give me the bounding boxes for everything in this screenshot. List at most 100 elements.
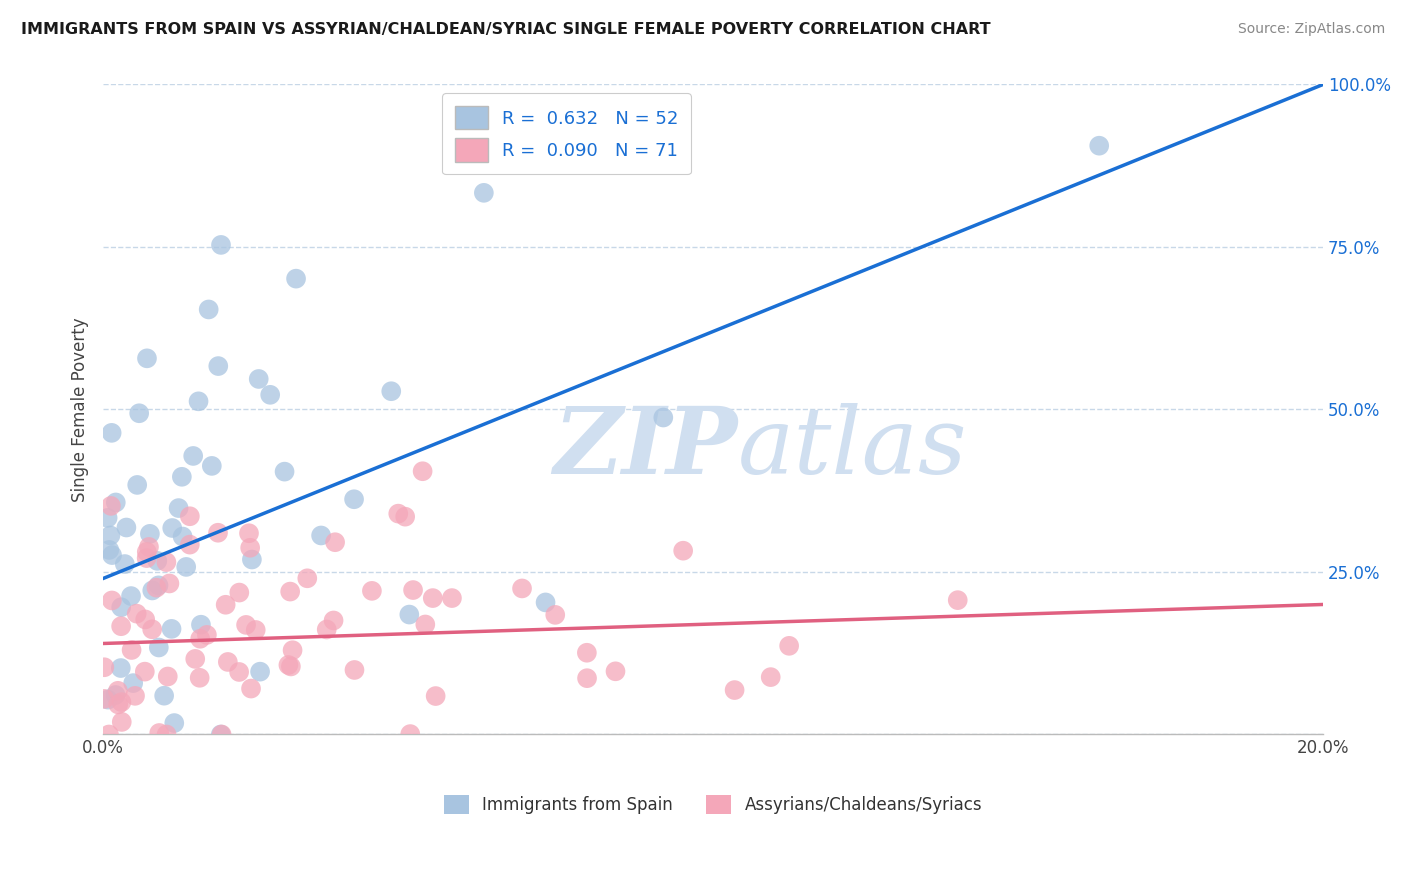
Point [136, 351, 159, 366]
Point [153, 689, 176, 703]
Text: atlas: atlas [738, 403, 967, 493]
Point [155, 727, 177, 741]
Point [148, 578, 170, 592]
Point [238, 526, 260, 541]
Point [247, 372, 270, 386]
Point [425, 689, 447, 703]
Point [322, 614, 344, 628]
Point [544, 607, 567, 622]
Point [172, 529, 194, 543]
Point [100, 425, 122, 440]
Point [207, 525, 229, 540]
Point [652, 410, 675, 425]
Point [195, 628, 218, 642]
Text: ZIP: ZIP [554, 403, 738, 493]
Point [134, 612, 156, 626]
Point [215, 598, 238, 612]
Point [323, 535, 346, 549]
Point [110, 695, 132, 709]
Point [605, 665, 627, 679]
Point [380, 384, 402, 399]
Point [361, 583, 384, 598]
Point [100, 528, 122, 542]
Legend: Immigrants from Spain, Assyrians/Chaldeans/Syriacs: Immigrants from Spain, Assyrians/Chaldea… [437, 789, 988, 821]
Point [472, 186, 495, 200]
Point [281, 643, 304, 657]
Point [110, 619, 132, 633]
Point [575, 646, 598, 660]
Point [235, 618, 257, 632]
Point [155, 555, 177, 569]
Point [145, 581, 167, 595]
Point [98, 727, 121, 741]
Point [188, 632, 211, 646]
Point [101, 593, 124, 607]
Point [259, 388, 281, 402]
Point [156, 669, 179, 683]
Point [107, 683, 129, 698]
Point [228, 665, 250, 679]
Point [576, 671, 599, 685]
Point [184, 652, 207, 666]
Point [672, 543, 695, 558]
Text: Source: ZipAtlas.com: Source: ZipAtlas.com [1237, 22, 1385, 37]
Point [160, 622, 183, 636]
Point [114, 557, 136, 571]
Point [181, 449, 204, 463]
Point [174, 560, 197, 574]
Point [187, 394, 209, 409]
Point [280, 659, 302, 673]
Point [170, 470, 193, 484]
Point [160, 521, 183, 535]
Point [759, 670, 782, 684]
Point [209, 238, 232, 252]
Point [399, 727, 422, 741]
Point [135, 551, 157, 566]
Point [387, 507, 409, 521]
Point [159, 576, 181, 591]
Point [778, 639, 800, 653]
Point [148, 726, 170, 740]
Point [104, 688, 127, 702]
Point [179, 538, 201, 552]
Point [128, 406, 150, 420]
Point [209, 727, 232, 741]
Point [141, 583, 163, 598]
Point [104, 495, 127, 509]
Point [138, 540, 160, 554]
Point [285, 271, 308, 285]
Point [273, 465, 295, 479]
Point [723, 683, 745, 698]
Point [510, 582, 533, 596]
Point [110, 600, 132, 615]
Point [394, 509, 416, 524]
Point [946, 593, 969, 607]
Point [139, 526, 162, 541]
Point [201, 458, 224, 473]
Point [98, 543, 121, 558]
Point [245, 623, 267, 637]
Point [115, 520, 138, 534]
Point [179, 509, 201, 524]
Point [135, 545, 157, 559]
Point [343, 492, 366, 507]
Point [211, 727, 233, 741]
Point [315, 623, 337, 637]
Point [121, 643, 143, 657]
Point [412, 464, 434, 478]
Point [413, 617, 436, 632]
Point [402, 582, 425, 597]
Y-axis label: Single Female Poverty: Single Female Poverty [72, 318, 89, 502]
Point [107, 698, 129, 712]
Point [125, 607, 148, 621]
Point [134, 665, 156, 679]
Point [188, 671, 211, 685]
Point [297, 571, 319, 585]
Point [240, 552, 263, 566]
Point [422, 591, 444, 605]
Point [127, 478, 149, 492]
Point [278, 584, 301, 599]
Point [534, 595, 557, 609]
Point [111, 714, 134, 729]
Point [146, 554, 169, 568]
